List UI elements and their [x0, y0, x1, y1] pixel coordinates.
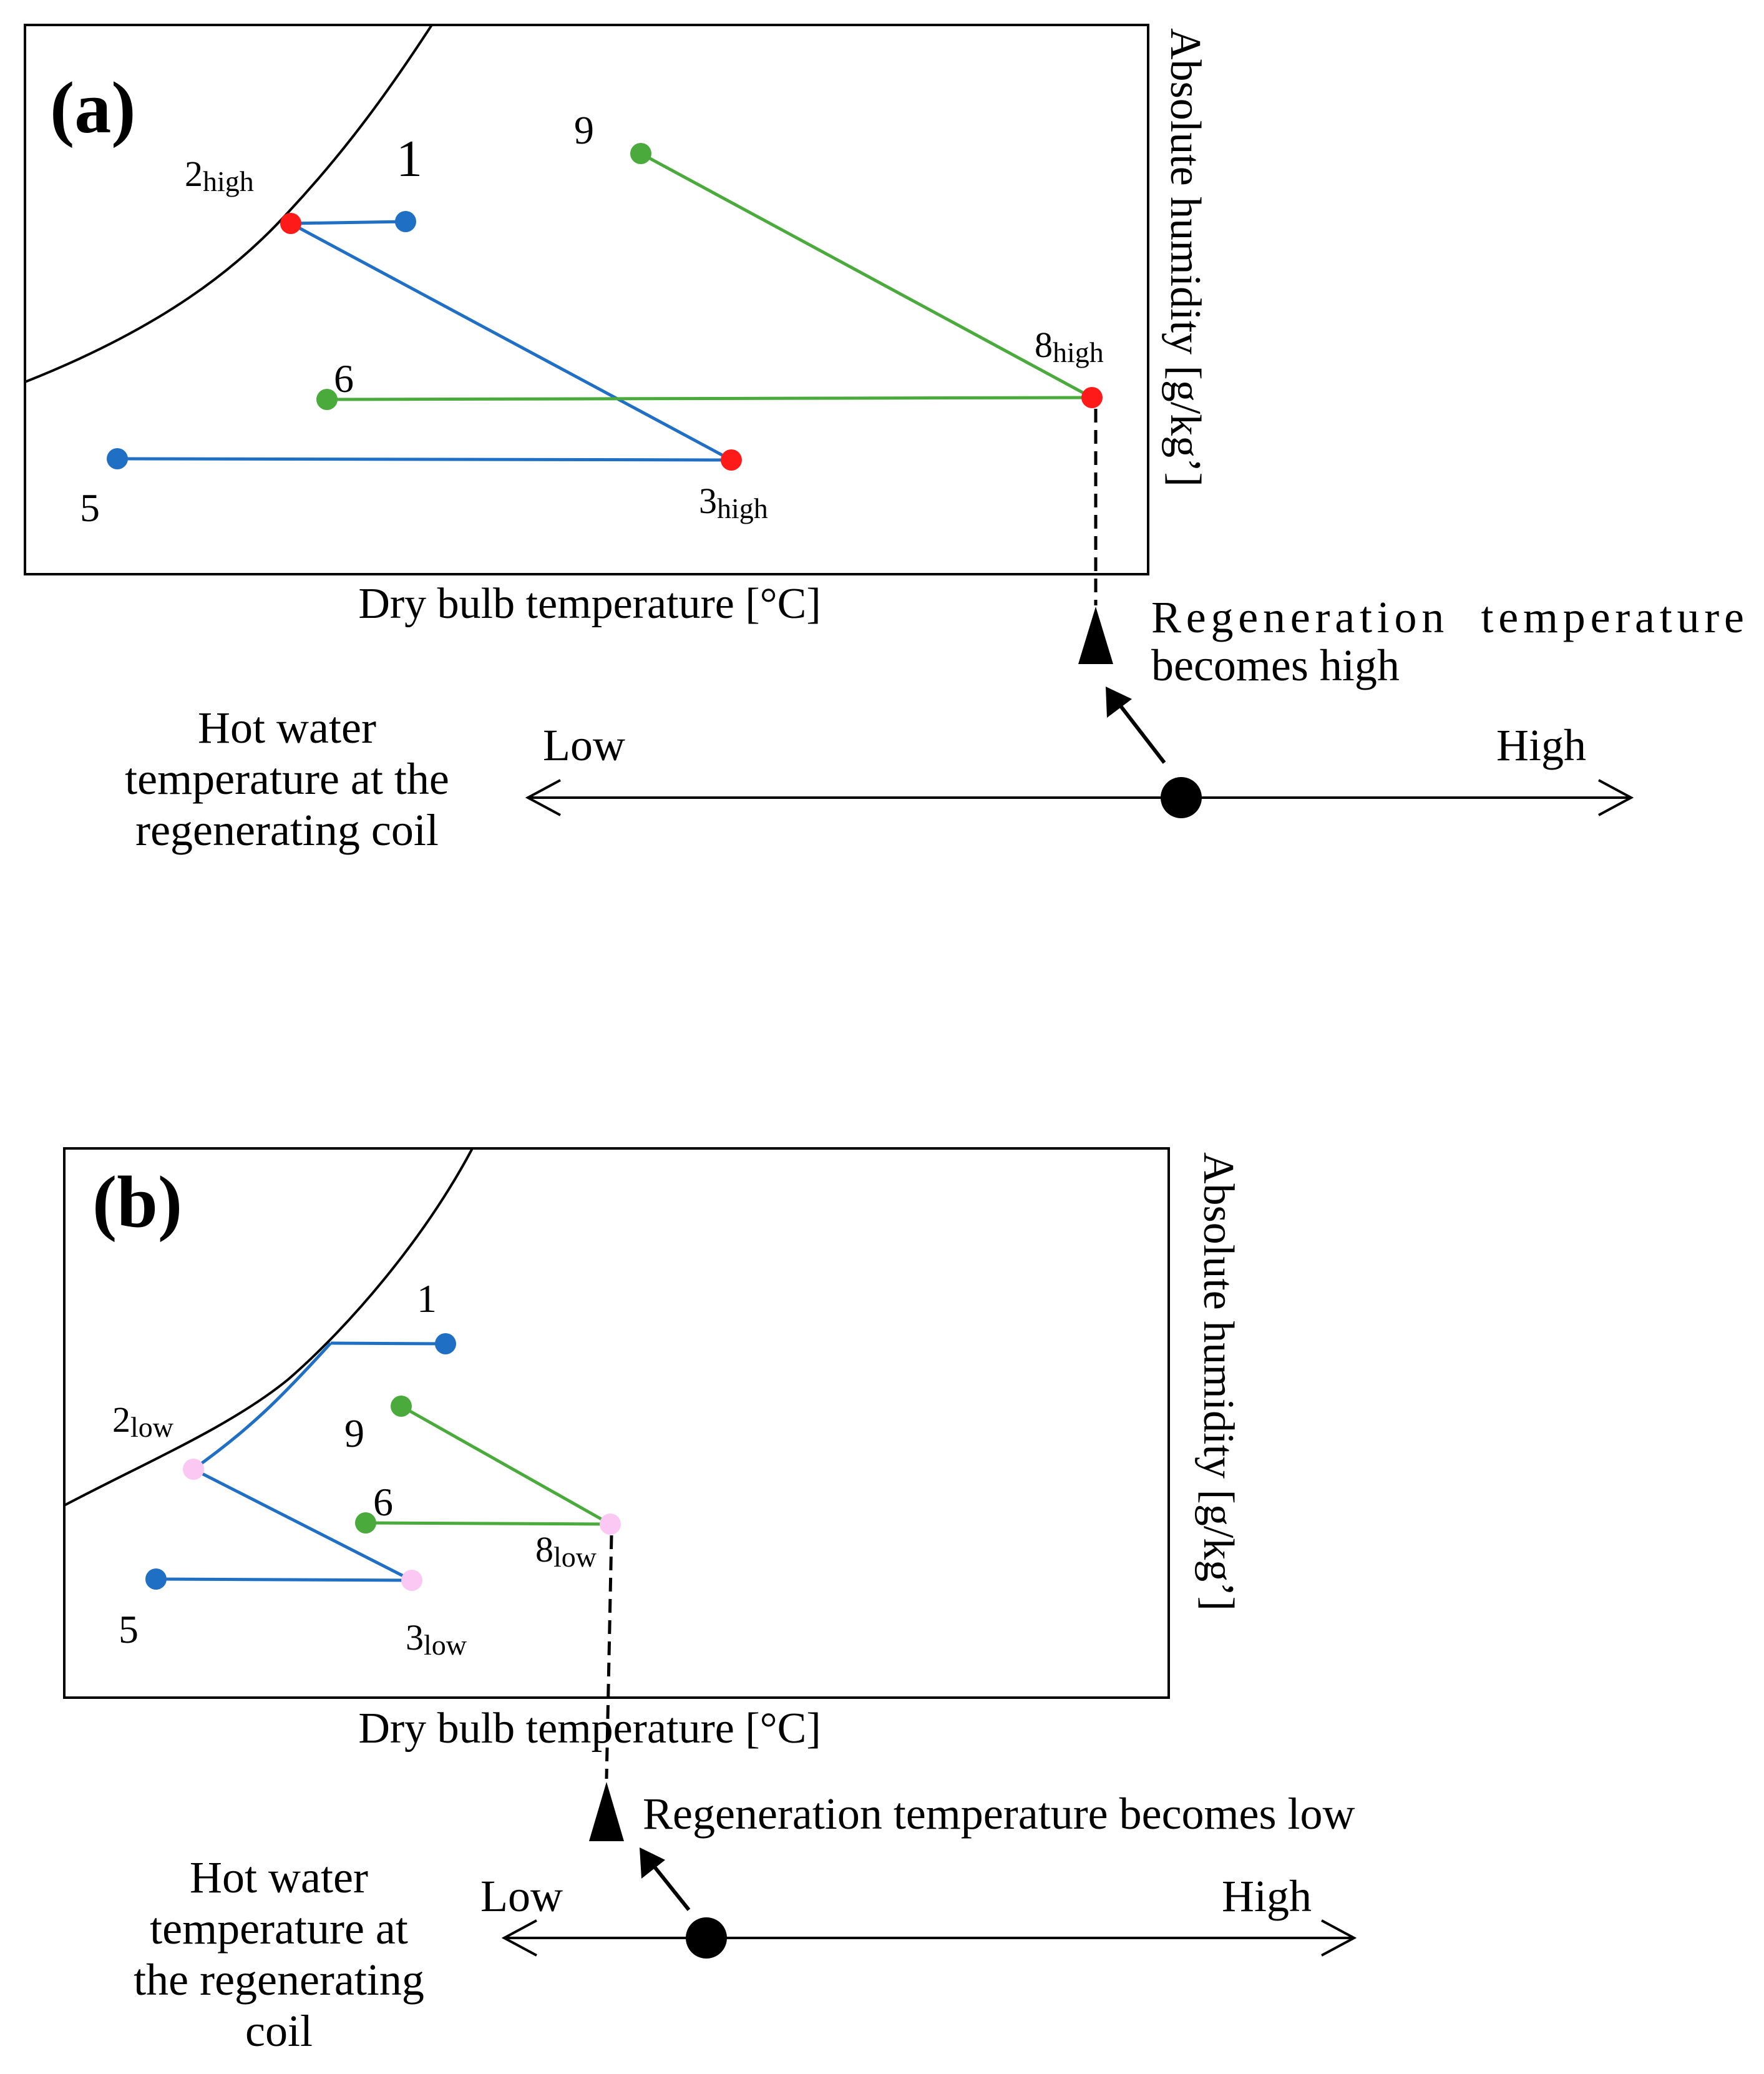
panel-a: (a) 1 2high 3high 5 6 8high 9 Dry bulb t… — [24, 24, 1744, 855]
panel-a-point-3-label: 3high — [699, 481, 768, 524]
panel-b-scale-high-label: High — [1222, 1871, 1312, 1921]
panel-a-point-6 — [316, 389, 338, 410]
panel-b-line-kink-2 — [192, 1342, 332, 1471]
panel-b: (b) 1 2low 3low 5 6 8low 9 Dry bulb temp… — [63, 1147, 1357, 2056]
panel-a-point-9-label: 9 — [574, 108, 594, 152]
panel-a-line-2-3 — [290, 222, 733, 462]
panel-b-up-arrow-icon — [589, 1782, 624, 1841]
panel-b-scale-title-line3: the regenerating — [134, 1955, 424, 2005]
panel-b-point-9-label: 9 — [344, 1411, 364, 1455]
panel-a-up-arrow-icon — [1078, 607, 1113, 664]
panel-a-line-1-2 — [290, 220, 406, 225]
panel-a-scale-title-line1: Hot water — [198, 703, 376, 753]
panel-b-point-2-label: 2low — [112, 1399, 174, 1443]
panel-b-point-8-label: 8low — [535, 1529, 597, 1573]
panel-b-point-3-label: 3low — [406, 1617, 467, 1661]
panel-a-pointer-arrowhead-icon — [1106, 687, 1132, 718]
panel-a-line-3-5 — [117, 457, 732, 462]
panel-b-note: Regeneration temperature becomes low — [643, 1789, 1355, 1839]
panel-b-point-5 — [145, 1568, 167, 1590]
panel-a-point-2 — [280, 213, 301, 234]
panel-a-note-line1: Regeneration temperature — [1151, 592, 1744, 642]
panel-b-line-8-9 — [400, 1404, 612, 1526]
panel-b-point-6 — [355, 1512, 376, 1533]
panel-b-point-1 — [435, 1333, 456, 1354]
panel-b-point-6-label: 6 — [373, 1480, 393, 1524]
panel-b-scale-right-arrowhead-icon — [1321, 1919, 1357, 1957]
panel-a-point-2-label: 2high — [185, 154, 254, 197]
panel-a-point-1 — [395, 211, 416, 232]
panel-a-point-8-label: 8high — [1035, 325, 1104, 368]
panel-b-line-1-kink — [330, 1341, 446, 1346]
panel-a-scale-left-arrowhead-icon — [525, 779, 561, 816]
panel-a-pointer-arrow — [1118, 704, 1166, 764]
panel-a-plot-frame — [24, 24, 1149, 575]
panel-b-point-9 — [391, 1396, 412, 1417]
panel-a-x-axis-label: Dry bulb temperature [°C] — [358, 580, 821, 628]
panel-b-scale-title-line2: temperature at — [150, 1904, 408, 1954]
panel-b-pointer-arrow — [652, 1865, 691, 1911]
panel-b-line-2-3 — [192, 1467, 413, 1582]
panel-a-scale-title-line3: regenerating coil — [135, 805, 439, 855]
panel-b-point-2 — [183, 1459, 204, 1480]
panel-b-scale-title-line4: coil — [245, 2006, 313, 2056]
panel-b-scale-left-arrowhead-icon — [501, 1919, 537, 1957]
panel-a-point-6-label: 6 — [334, 356, 354, 401]
panel-a-note-line2: becomes high — [1151, 640, 1400, 690]
panel-b-line-6-8 — [365, 1521, 611, 1526]
panel-b-point-5-label: 5 — [119, 1607, 139, 1651]
panel-a-scale-right-arrowhead-icon — [1598, 779, 1634, 816]
panel-a-y-axis-label: Absolute humidity [g/kg’] — [1161, 28, 1209, 487]
panel-a-point-3 — [721, 449, 742, 471]
panel-b-y-axis-label: Absolute humidity [g/kg’] — [1194, 1152, 1242, 1611]
panel-b-scale-marker — [686, 1917, 727, 1959]
panel-b-plot-frame — [63, 1147, 1170, 1699]
panel-b-point-8 — [600, 1514, 621, 1535]
panel-a-scale-low-label: Low — [543, 720, 625, 770]
panel-a-point-5 — [107, 448, 128, 469]
panel-b-dashed-connector — [605, 1535, 613, 1779]
panel-a-label: (a) — [50, 67, 136, 149]
panel-a-line-6-8 — [326, 396, 1093, 401]
panel-b-scale-low-label: Low — [480, 1871, 563, 1921]
panel-b-line-3-5 — [155, 1577, 412, 1582]
panel-a-point-5-label: 5 — [80, 486, 100, 530]
panel-b-point-1-label: 1 — [417, 1276, 437, 1321]
panel-b-pointer-arrowhead-icon — [640, 1847, 665, 1879]
panel-b-label: (b) — [92, 1161, 182, 1243]
panel-a-scale-title-line2: temperature at the — [125, 754, 449, 804]
panel-b-saturation-curve — [64, 1148, 474, 1507]
panel-a-point-8 — [1081, 387, 1103, 408]
panel-a-point-9 — [630, 143, 651, 164]
panel-b-scale-title-line1: Hot water — [190, 1852, 368, 1902]
panel-a-scale-high-label: High — [1496, 720, 1586, 770]
panel-b-point-3 — [401, 1570, 422, 1591]
panel-a-point-1-label: 1 — [396, 130, 422, 188]
panel-b-x-axis-label: Dry bulb temperature [°C] — [358, 1705, 821, 1753]
panel-a-scale-marker — [1161, 777, 1202, 818]
panel-a-line-8-9 — [640, 152, 1093, 399]
